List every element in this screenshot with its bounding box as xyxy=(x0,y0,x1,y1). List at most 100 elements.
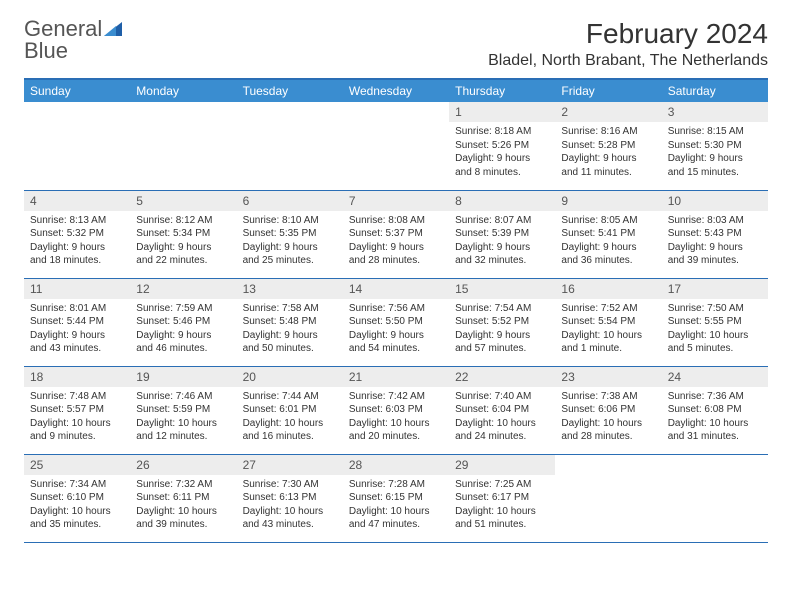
day-number: 1 xyxy=(449,102,555,122)
day-body: Sunrise: 8:10 AMSunset: 5:35 PMDaylight:… xyxy=(237,211,343,272)
day-number: 15 xyxy=(449,279,555,299)
day-line-d2: and 28 minutes. xyxy=(561,430,655,444)
header: General Blue February 2024 Bladel, North… xyxy=(24,18,768,70)
day-body: Sunrise: 8:18 AMSunset: 5:26 PMDaylight:… xyxy=(449,122,555,183)
day-body: Sunrise: 8:13 AMSunset: 5:32 PMDaylight:… xyxy=(24,211,130,272)
day-line-sr: Sunrise: 7:59 AM xyxy=(136,302,230,316)
day-body: Sunrise: 7:56 AMSunset: 5:50 PMDaylight:… xyxy=(343,299,449,360)
col-tuesday: Tuesday xyxy=(237,79,343,102)
week-row: 4Sunrise: 8:13 AMSunset: 5:32 PMDaylight… xyxy=(24,190,768,278)
day-body: Sunrise: 7:44 AMSunset: 6:01 PMDaylight:… xyxy=(237,387,343,448)
day-number: 22 xyxy=(449,367,555,387)
day-line-sr: Sunrise: 8:05 AM xyxy=(561,214,655,228)
day-cell: 16Sunrise: 7:52 AMSunset: 5:54 PMDayligh… xyxy=(555,278,661,366)
day-cell: 7Sunrise: 8:08 AMSunset: 5:37 PMDaylight… xyxy=(343,190,449,278)
week-row: 11Sunrise: 8:01 AMSunset: 5:44 PMDayligh… xyxy=(24,278,768,366)
day-line-ss: Sunset: 5:57 PM xyxy=(30,403,124,417)
day-cell: .. xyxy=(130,102,236,190)
col-friday: Friday xyxy=(555,79,661,102)
day-body: Sunrise: 7:59 AMSunset: 5:46 PMDaylight:… xyxy=(130,299,236,360)
day-line-d2: and 9 minutes. xyxy=(30,430,124,444)
day-cell: .. xyxy=(343,102,449,190)
day-line-d2: and 31 minutes. xyxy=(668,430,762,444)
day-line-ss: Sunset: 6:10 PM xyxy=(30,491,124,505)
day-cell: 20Sunrise: 7:44 AMSunset: 6:01 PMDayligh… xyxy=(237,366,343,454)
day-line-sr: Sunrise: 8:08 AM xyxy=(349,214,443,228)
day-line-d1: Daylight: 9 hours xyxy=(668,152,762,166)
day-line-ss: Sunset: 5:41 PM xyxy=(561,227,655,241)
day-body: Sunrise: 8:05 AMSunset: 5:41 PMDaylight:… xyxy=(555,211,661,272)
day-number: 9 xyxy=(555,191,661,211)
day-line-ss: Sunset: 5:52 PM xyxy=(455,315,549,329)
day-line-d2: and 39 minutes. xyxy=(136,518,230,532)
day-body: Sunrise: 8:16 AMSunset: 5:28 PMDaylight:… xyxy=(555,122,661,183)
month-title: February 2024 xyxy=(488,18,768,50)
day-line-d1: Daylight: 10 hours xyxy=(455,417,549,431)
day-cell: 21Sunrise: 7:42 AMSunset: 6:03 PMDayligh… xyxy=(343,366,449,454)
day-line-d1: Daylight: 10 hours xyxy=(136,417,230,431)
day-number: 24 xyxy=(662,367,768,387)
day-line-sr: Sunrise: 7:56 AM xyxy=(349,302,443,316)
day-line-sr: Sunrise: 7:42 AM xyxy=(349,390,443,404)
day-line-d2: and 50 minutes. xyxy=(243,342,337,356)
day-line-d2: and 54 minutes. xyxy=(349,342,443,356)
day-body: Sunrise: 8:15 AMSunset: 5:30 PMDaylight:… xyxy=(662,122,768,183)
calendar-body: ........1Sunrise: 8:18 AMSunset: 5:26 PM… xyxy=(24,102,768,542)
day-body: Sunrise: 7:50 AMSunset: 5:55 PMDaylight:… xyxy=(662,299,768,360)
day-body: Sunrise: 7:25 AMSunset: 6:17 PMDaylight:… xyxy=(449,475,555,536)
day-number: 19 xyxy=(130,367,236,387)
day-line-ss: Sunset: 6:13 PM xyxy=(243,491,337,505)
day-line-ss: Sunset: 6:11 PM xyxy=(136,491,230,505)
col-sunday: Sunday xyxy=(24,79,130,102)
day-number: 7 xyxy=(343,191,449,211)
day-line-ss: Sunset: 5:43 PM xyxy=(668,227,762,241)
day-line-ss: Sunset: 5:37 PM xyxy=(349,227,443,241)
day-line-ss: Sunset: 5:44 PM xyxy=(30,315,124,329)
day-line-sr: Sunrise: 7:32 AM xyxy=(136,478,230,492)
day-line-d1: Daylight: 9 hours xyxy=(243,241,337,255)
day-line-d1: Daylight: 9 hours xyxy=(136,241,230,255)
day-line-d2: and 22 minutes. xyxy=(136,254,230,268)
day-line-ss: Sunset: 5:28 PM xyxy=(561,139,655,153)
day-line-d2: and 24 minutes. xyxy=(455,430,549,444)
day-line-sr: Sunrise: 8:12 AM xyxy=(136,214,230,228)
logo-text-block: General Blue xyxy=(24,18,122,62)
day-body: Sunrise: 8:03 AMSunset: 5:43 PMDaylight:… xyxy=(662,211,768,272)
day-number: 17 xyxy=(662,279,768,299)
day-line-ss: Sunset: 5:30 PM xyxy=(668,139,762,153)
day-cell: 14Sunrise: 7:56 AMSunset: 5:50 PMDayligh… xyxy=(343,278,449,366)
day-number: 25 xyxy=(24,455,130,475)
day-line-d2: and 1 minute. xyxy=(561,342,655,356)
day-number: 13 xyxy=(237,279,343,299)
day-line-d1: Daylight: 9 hours xyxy=(561,152,655,166)
day-line-sr: Sunrise: 8:16 AM xyxy=(561,125,655,139)
day-cell: 19Sunrise: 7:46 AMSunset: 5:59 PMDayligh… xyxy=(130,366,236,454)
day-line-sr: Sunrise: 8:10 AM xyxy=(243,214,337,228)
day-line-d2: and 16 minutes. xyxy=(243,430,337,444)
day-line-sr: Sunrise: 7:34 AM xyxy=(30,478,124,492)
day-line-d2: and 36 minutes. xyxy=(561,254,655,268)
day-line-ss: Sunset: 5:55 PM xyxy=(668,315,762,329)
day-number: 12 xyxy=(130,279,236,299)
day-body: Sunrise: 7:32 AMSunset: 6:11 PMDaylight:… xyxy=(130,475,236,536)
day-line-sr: Sunrise: 7:58 AM xyxy=(243,302,337,316)
day-line-ss: Sunset: 5:34 PM xyxy=(136,227,230,241)
logo-line1: General xyxy=(24,18,122,40)
day-line-sr: Sunrise: 7:44 AM xyxy=(243,390,337,404)
day-line-d2: and 35 minutes. xyxy=(30,518,124,532)
day-line-sr: Sunrise: 7:28 AM xyxy=(349,478,443,492)
day-line-sr: Sunrise: 7:50 AM xyxy=(668,302,762,316)
day-line-d1: Daylight: 9 hours xyxy=(455,152,549,166)
day-cell: 25Sunrise: 7:34 AMSunset: 6:10 PMDayligh… xyxy=(24,454,130,542)
day-body: Sunrise: 7:34 AMSunset: 6:10 PMDaylight:… xyxy=(24,475,130,536)
day-cell: 4Sunrise: 8:13 AMSunset: 5:32 PMDaylight… xyxy=(24,190,130,278)
day-line-d2: and 43 minutes. xyxy=(30,342,124,356)
day-line-d1: Daylight: 10 hours xyxy=(30,505,124,519)
day-line-ss: Sunset: 5:35 PM xyxy=(243,227,337,241)
day-body: Sunrise: 7:28 AMSunset: 6:15 PMDaylight:… xyxy=(343,475,449,536)
day-cell: 17Sunrise: 7:50 AMSunset: 5:55 PMDayligh… xyxy=(662,278,768,366)
day-line-d1: Daylight: 9 hours xyxy=(455,329,549,343)
day-line-sr: Sunrise: 8:13 AM xyxy=(30,214,124,228)
day-cell: 12Sunrise: 7:59 AMSunset: 5:46 PMDayligh… xyxy=(130,278,236,366)
day-line-d2: and 46 minutes. xyxy=(136,342,230,356)
